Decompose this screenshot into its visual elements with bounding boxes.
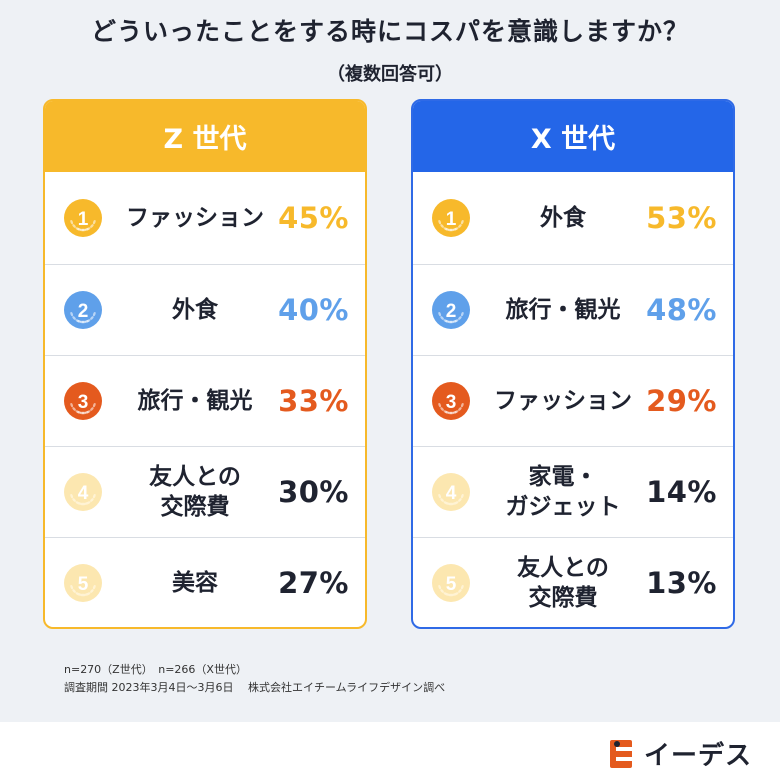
rank-number: 2 [446,301,457,322]
footer-bar [0,722,780,780]
category-label: 友人との 交際費 [517,555,609,611]
rank-medal: 2 [431,290,471,330]
percentage-value: 14% [646,475,717,509]
x-generation-rows: 1 外食 53% 2 旅行・観光 48% 3 ファッション 29% 4 家電・ ガジェット 14% 5 友… [413,172,733,627]
rank-medal: 5 [63,563,103,603]
category-label: 外食 [540,205,586,231]
percentage-value: 29% [646,384,717,418]
rank-medal: 4 [431,472,471,512]
percentage-value: 45% [278,201,349,235]
ranking-row: 3 旅行・観光 33% [45,355,365,446]
percentage-value: 13% [646,566,717,600]
category-label: 美容 [172,570,218,596]
ranking-row: 4 友人との 交際費 30% [45,446,365,537]
percentage-value: 27% [278,566,349,600]
category-label: 家電・ ガジェット [505,464,621,520]
percentage-value: 30% [278,475,349,509]
rank-medal-icon: 1 [432,199,470,237]
category-label: 旅行・観光 [505,297,621,323]
ranking-row: 2 外食 40% [45,264,365,355]
x-generation-card: X 世代 1 外食 53% 2 旅行・観光 48% 3 ファッション 29% 4 家電・ ガジェット… [411,99,735,629]
z-generation-card: Z 世代 1 ファッション 45% 2 外食 40% 3 旅行・観光 33% 4 友人との 交際費 3… [43,99,367,629]
rank-medal-icon: 2 [432,291,470,329]
category-label: ファッション [126,205,264,231]
rank-number: 2 [78,301,89,322]
rank-medal-icon: 3 [64,382,102,420]
category-label: 外食 [172,297,218,323]
rank-medal-icon: 5 [432,564,470,602]
logo-text: イーデス [643,741,752,771]
rank-medal: 1 [431,198,471,238]
rank-medal: 1 [63,198,103,238]
ranking-row: 4 家電・ ガジェット 14% [413,446,733,537]
rank-medal: 4 [63,472,103,512]
sample-size-note: n=270（Z世代） n=266（X世代） [64,663,247,676]
category-label: 友人との 交際費 [149,464,241,520]
ie-des-logo-icon [609,739,632,768]
rank-number: 1 [446,209,457,230]
ranking-row: 1 ファッション 45% [45,172,365,264]
z-generation-header: Z 世代 [45,101,365,172]
ranking-row: 5 美容 27% [45,537,365,627]
chart-title: どういったことをする時にコスパを意識しますか？ [90,17,689,46]
rank-number: 5 [78,574,89,595]
percentage-value: 40% [278,293,349,327]
rank-medal-icon: 4 [64,473,102,511]
rank-medal-icon: 4 [432,473,470,511]
percentage-value: 33% [278,384,349,418]
rank-medal: 3 [63,381,103,421]
rank-number: 4 [446,483,457,504]
rank-medal-icon: 1 [64,199,102,237]
rank-medal-icon: 2 [64,291,102,329]
rank-number: 4 [78,483,89,504]
x-generation-header: X 世代 [413,101,733,172]
category-label: ファッション [494,388,632,414]
rank-number: 3 [446,392,457,413]
ranking-row: 3 ファッション 29% [413,355,733,446]
brand-logo[interactable]: イーデス [608,735,752,772]
rank-number: 3 [78,392,89,413]
ranking-row: 2 旅行・観光 48% [413,264,733,355]
rank-medal-icon: 3 [432,382,470,420]
rank-medal: 2 [63,290,103,330]
z-generation-rows: 1 ファッション 45% 2 外食 40% 3 旅行・観光 33% 4 友人との 交際費 30% 5 美容… [45,172,365,627]
rank-medal: 3 [431,381,471,421]
percentage-value: 53% [646,201,717,235]
rank-number: 5 [446,574,457,595]
rank-medal: 5 [431,563,471,603]
ranking-row: 5 友人との 交際費 13% [413,537,733,627]
survey-period-note: 調査期間 2023年3月4日～3月6日 株式会社エイチームライフデザイン調べ [64,681,446,694]
chart-subtitle: （複数回答可） [327,64,453,85]
percentage-value: 48% [646,293,717,327]
category-label: 旅行・観光 [137,388,253,414]
rank-medal-icon: 5 [64,564,102,602]
ranking-row: 1 外食 53% [413,172,733,264]
rank-number: 1 [78,209,89,230]
